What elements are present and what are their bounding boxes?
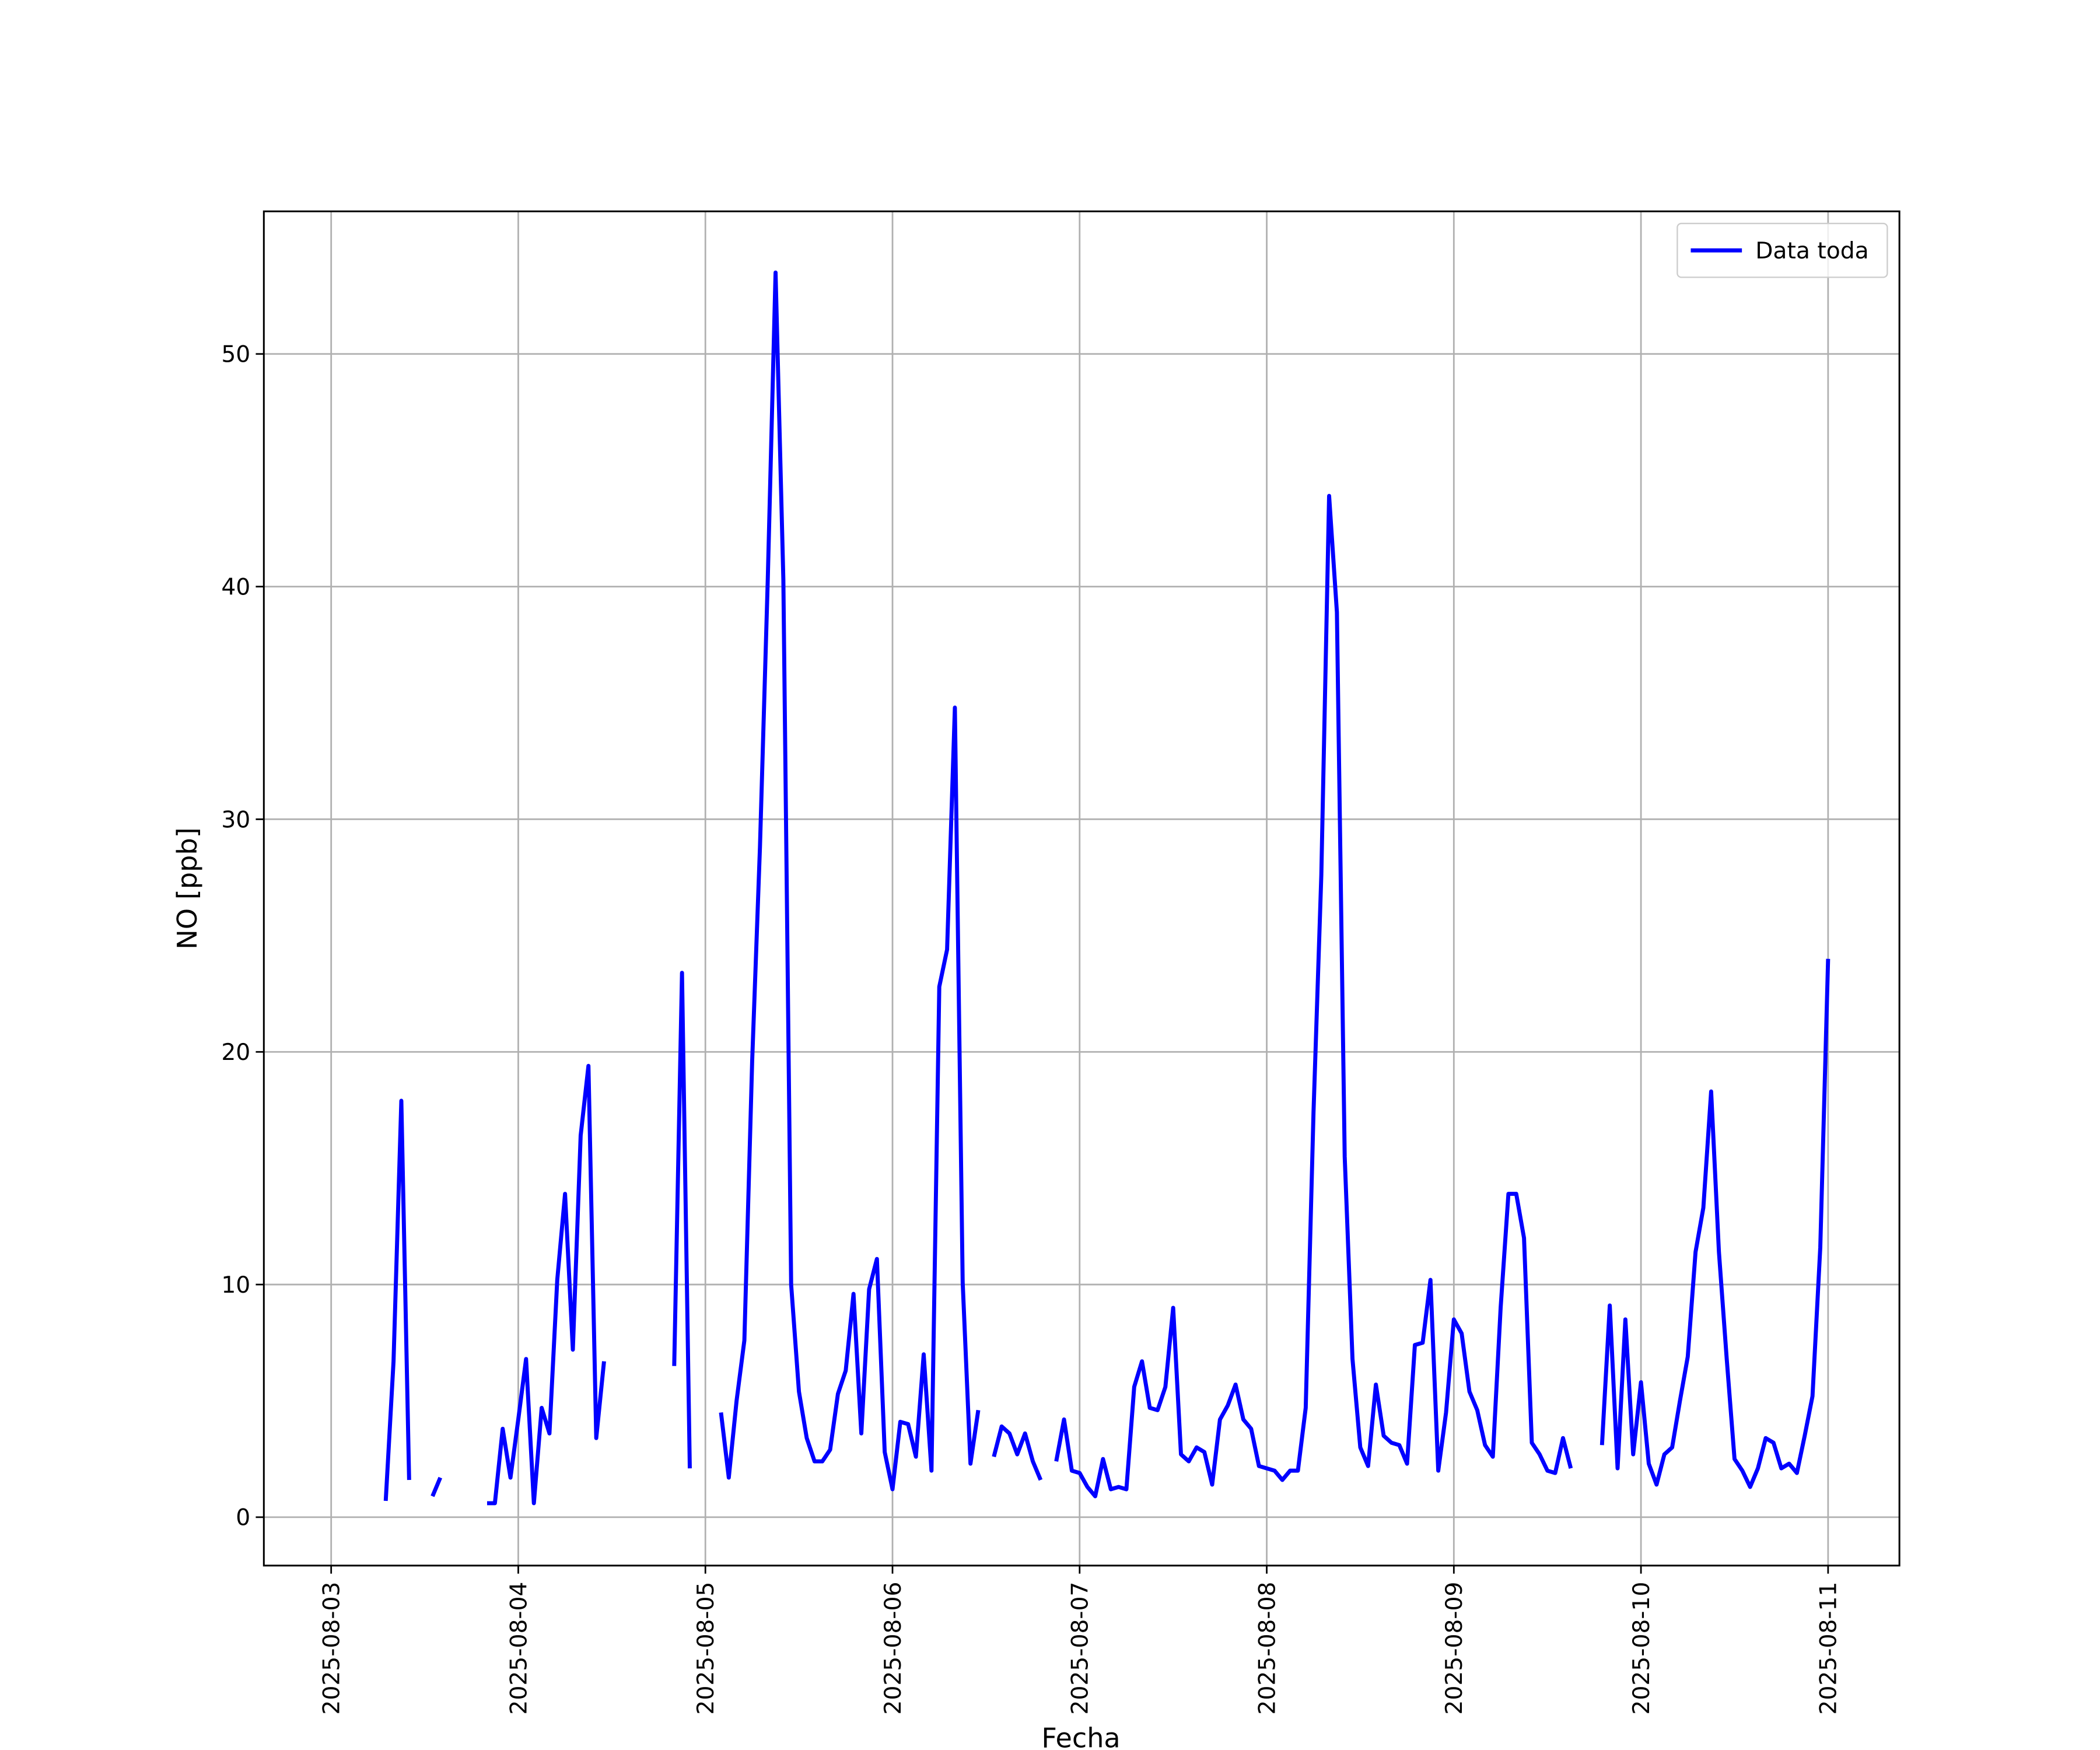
x-tick-label: 2025-08-07 xyxy=(1068,1582,1094,1715)
plot-frame xyxy=(262,210,1901,1567)
x-tick-label: 2025-08-06 xyxy=(880,1582,907,1715)
grid xyxy=(264,211,1900,1566)
plot-lines xyxy=(383,270,1831,1506)
y-tick-label: 20 xyxy=(221,1040,250,1066)
x-tick-label: 2025-08-10 xyxy=(1629,1582,1655,1715)
x-tick-label: 2025-08-08 xyxy=(1254,1582,1280,1715)
legend-label: Data toda xyxy=(1755,238,1868,264)
ticks: 2025-08-03 2025-08-04 2025-08-05 2025-08-06… xyxy=(221,342,1842,1715)
y-tick-label: 30 xyxy=(221,807,250,833)
y-tick-label: 0 xyxy=(236,1505,250,1531)
x-axis-label: Fecha xyxy=(1041,1722,1120,1750)
x-tick-label: 2025-08-05 xyxy=(693,1582,719,1715)
y-tick-label: 10 xyxy=(221,1272,250,1298)
legend-box xyxy=(1676,222,1888,278)
x-tick-label: 2025-08-03 xyxy=(319,1582,345,1715)
y-tick-label: 50 xyxy=(221,342,250,368)
x-tick-label: 2025-08-11 xyxy=(1816,1582,1842,1715)
x-tick-label: 2025-08-09 xyxy=(1441,1582,1468,1715)
y-tick-label: 40 xyxy=(221,574,250,600)
y-axis-label: NO [ppb] xyxy=(172,827,203,949)
x-tick-label: 2025-08-04 xyxy=(506,1582,532,1715)
legend: Data toda xyxy=(1676,222,1888,278)
data-line xyxy=(383,270,1831,1506)
